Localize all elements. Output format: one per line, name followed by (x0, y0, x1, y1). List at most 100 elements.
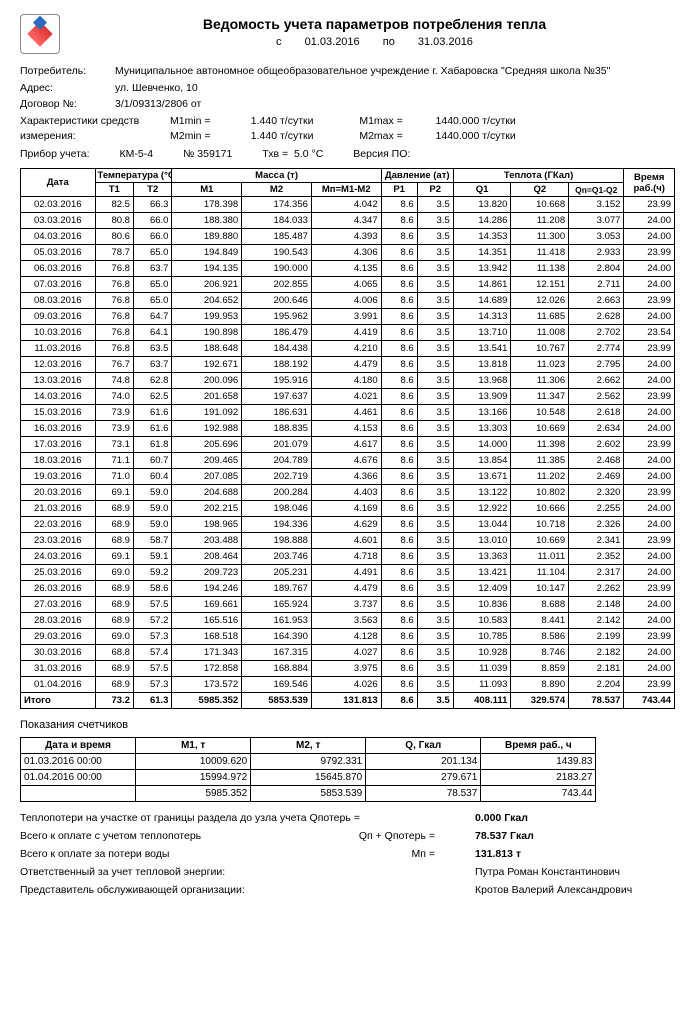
cell: 3.5 (417, 437, 453, 453)
cell: 78.7 (95, 245, 133, 261)
cell: 2.933 (569, 245, 624, 261)
cell: 3.5 (417, 325, 453, 341)
cell: 74.8 (95, 373, 133, 389)
cell: 3.5 (417, 245, 453, 261)
cell: 195.962 (242, 309, 312, 325)
cell: 2.628 (569, 309, 624, 325)
cell: 28.03.2016 (21, 613, 96, 629)
cell: 10.836 (453, 597, 511, 613)
cell: 8.6 (381, 661, 417, 677)
cell: 68.8 (95, 645, 133, 661)
col-m2: M2 (242, 183, 312, 197)
cell: 60.4 (133, 469, 171, 485)
table-row: 07.03.201676.865.0206.921202.8554.0658.6… (21, 277, 675, 293)
cell: 23.99 (624, 629, 675, 645)
cell: 66.3 (133, 197, 171, 213)
cell: 13.671 (453, 469, 511, 485)
cell: 11.685 (511, 309, 569, 325)
table-row: 19.03.201671.060.4207.085202.7194.3668.6… (21, 469, 675, 485)
cell: 8.890 (511, 677, 569, 693)
total-cell: 8.6 (381, 693, 417, 709)
cell: 8.6 (381, 389, 417, 405)
table-row: 20.03.201669.159.0204.688200.2844.4038.6… (21, 485, 675, 501)
cell: 3.5 (417, 485, 453, 501)
cell: 13.541 (453, 341, 511, 357)
cell: 165.516 (172, 613, 242, 629)
consumer-name: Муниципальное автономное общеобразовател… (115, 64, 675, 79)
col-temp: Температура (°C) (95, 169, 172, 183)
cell: 10.928 (453, 645, 511, 661)
cell: 4.479 (311, 581, 381, 597)
cell: 13.166 (453, 405, 511, 421)
cell: 190.543 (242, 245, 312, 261)
cell: 3.5 (417, 213, 453, 229)
cell: 4.461 (311, 405, 381, 421)
cell: 68.9 (95, 517, 133, 533)
cell: 8.6 (381, 597, 417, 613)
cell: 8.6 (381, 277, 417, 293)
cell: 8.6 (381, 485, 417, 501)
cell: 8.6 (381, 405, 417, 421)
cell: 169.546 (242, 677, 312, 693)
table-row: 23.03.201668.958.7203.488198.8884.6018.6… (21, 533, 675, 549)
cell: 12.922 (453, 501, 511, 517)
cell: 23.99 (624, 533, 675, 549)
cell: 14.861 (453, 277, 511, 293)
cell: 4.027 (311, 645, 381, 661)
period: с 01.03.2016 по 31.03.2016 (74, 36, 675, 48)
cell: 24.00 (624, 261, 675, 277)
cell: 188.835 (242, 421, 312, 437)
cell: 27.03.2016 (21, 597, 96, 613)
cell: 59.0 (133, 485, 171, 501)
table-row: 16.03.201673.961.6192.988188.8354.1538.6… (21, 421, 675, 437)
serv-label: Представитель обслуживающей организации: (20, 884, 245, 896)
cell: 24.00 (624, 405, 675, 421)
cell: 4.718 (311, 549, 381, 565)
cell: 13.363 (453, 549, 511, 565)
cell: 11.039 (453, 661, 511, 677)
cell: 57.3 (133, 629, 171, 645)
cell: 13.710 (453, 325, 511, 341)
cell: 10.718 (511, 517, 569, 533)
readings-cell: 9792.331 (251, 754, 366, 770)
total-cell: 3.5 (417, 693, 453, 709)
consumer-label: Потребитель: (20, 64, 115, 79)
cell: 71.1 (95, 453, 133, 469)
cell: 31.03.2016 (21, 661, 96, 677)
cell: 13.03.2016 (21, 373, 96, 389)
readings-cell: 279.671 (366, 770, 481, 786)
readings-cell: 78.537 (366, 786, 481, 802)
cell: 3.5 (417, 277, 453, 293)
cell: 4.135 (311, 261, 381, 277)
cell: 4.065 (311, 277, 381, 293)
cell: 61.8 (133, 437, 171, 453)
cell: 3.5 (417, 597, 453, 613)
cell: 2.317 (569, 565, 624, 581)
cell: 10.785 (453, 629, 511, 645)
cell: 2.199 (569, 629, 624, 645)
cell: 2.255 (569, 501, 624, 517)
water-loss-label: Всего к оплате за потери воды (20, 848, 169, 860)
table-row: 26.03.201668.958.6194.246189.7674.4798.6… (21, 581, 675, 597)
col-qn: Qп=Q1-Q2 (569, 183, 624, 197)
txv-label: Тхв = (262, 148, 288, 160)
cell: 24.00 (624, 517, 675, 533)
cell: 209.465 (172, 453, 242, 469)
cell: 76.8 (95, 341, 133, 357)
cell: 57.2 (133, 613, 171, 629)
cell: 11.104 (511, 565, 569, 581)
table-row: 21.03.201668.959.0202.215198.0464.1698.6… (21, 501, 675, 517)
cell: 73.9 (95, 421, 133, 437)
cell: 8.6 (381, 517, 417, 533)
cell: 3.152 (569, 197, 624, 213)
cell: 23.99 (624, 341, 675, 357)
cell: 10.666 (511, 501, 569, 517)
cell: 8.586 (511, 629, 569, 645)
cell: 01.04.2016 (21, 677, 96, 693)
cell: 194.246 (172, 581, 242, 597)
cell: 3.5 (417, 421, 453, 437)
cell: 2.148 (569, 597, 624, 613)
table-row: 15.03.201673.961.6191.092186.6314.4618.6… (21, 405, 675, 421)
cell: 11.011 (511, 549, 569, 565)
col-q1: Q1 (453, 183, 511, 197)
